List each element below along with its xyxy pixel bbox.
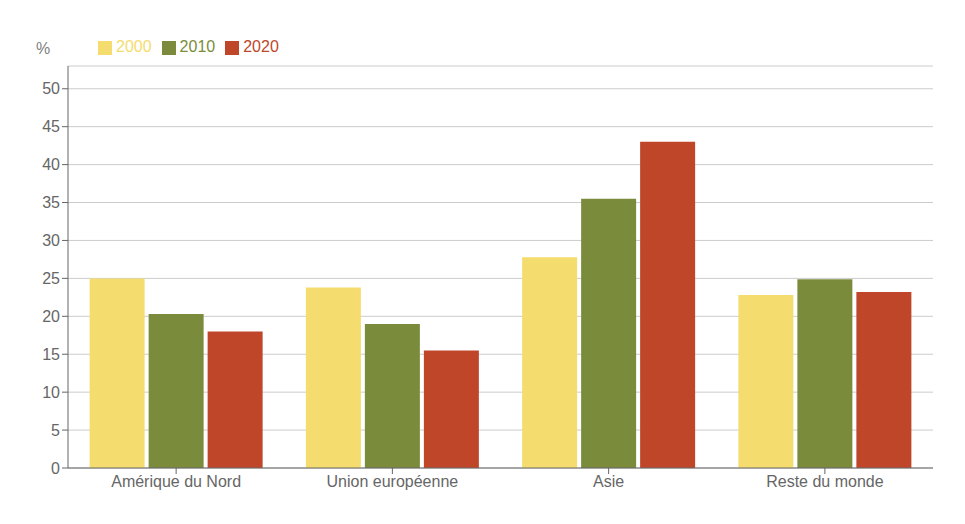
html-text:2000: 2000	[116, 38, 152, 55]
svg-text:35: 35	[42, 194, 60, 211]
svg-text:40: 40	[42, 156, 60, 173]
html-text:2020: 2020	[243, 38, 279, 55]
svg-text:25: 25	[42, 270, 60, 287]
svg-text:30: 30	[42, 232, 60, 249]
svg-text:10: 10	[42, 384, 60, 401]
svg-text:%: %	[36, 40, 50, 57]
svg-text:Amérique du Nord: Amérique du Nord	[111, 473, 241, 490]
svg-text:Reste du monde: Reste du monde	[766, 473, 884, 490]
html-text:2010: 2010	[179, 38, 216, 55]
svg-text:15: 15	[42, 346, 60, 363]
svg-text:Asie: Asie	[593, 473, 624, 490]
svg-text:45: 45	[42, 118, 60, 135]
svg-text:Union européenne: Union européenne	[327, 473, 459, 490]
svg-text:20: 20	[42, 308, 60, 325]
svg-text:0: 0	[51, 460, 60, 477]
svg-text:50: 50	[42, 80, 60, 97]
svg-text:5: 5	[51, 422, 60, 439]
